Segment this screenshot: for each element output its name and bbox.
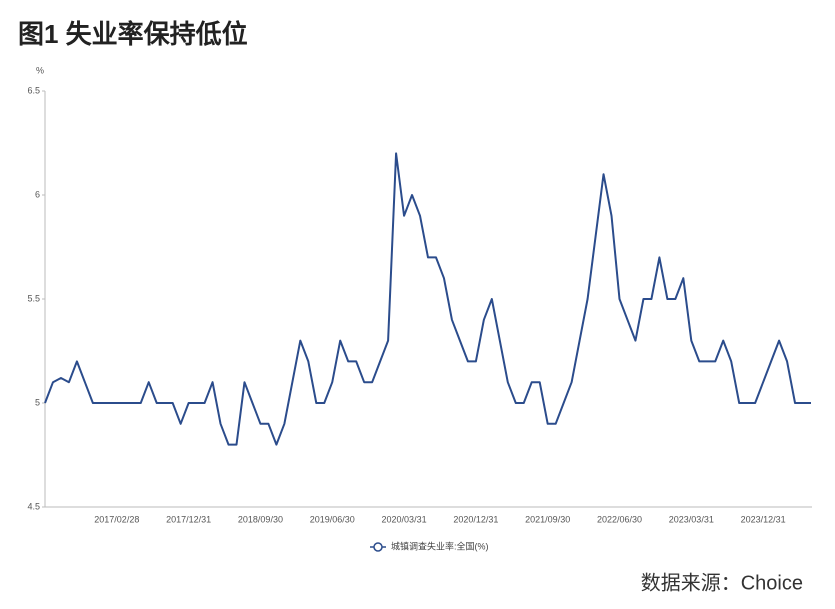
x-tick-label: 2023/12/31 [741, 514, 786, 524]
x-tick-label: 2023/03/31 [669, 514, 714, 524]
y-tick-label: 5 [35, 397, 40, 407]
legend-marker [373, 542, 383, 552]
y-unit: % [36, 65, 44, 75]
y-tick-label: 4.5 [27, 501, 40, 511]
x-tick-label: 2020/12/31 [453, 514, 498, 524]
source: 数据来源：Choice [641, 571, 803, 594]
y-tick-label: 5.5 [27, 293, 40, 303]
x-tick-label: 2021/09/30 [525, 514, 570, 524]
legend-label: 城镇调查失业率:全国(%) [391, 540, 489, 551]
x-tick-label: 2022/06/30 [597, 514, 642, 524]
x-tick-label: 2017/02/28 [94, 514, 139, 524]
x-tick-label: 2020/03/31 [382, 514, 427, 524]
y-tick-label: 6.5 [27, 85, 40, 95]
chart-title: 图1 失业率保持低位 [18, 19, 248, 49]
line [44, 152, 811, 446]
x-tick-label: 2018/09/30 [238, 514, 283, 524]
y-tick-label: 6 [35, 189, 40, 199]
x-tick-label: 2019/06/30 [310, 514, 355, 524]
x-tick-label: 2017/12/31 [166, 514, 211, 524]
